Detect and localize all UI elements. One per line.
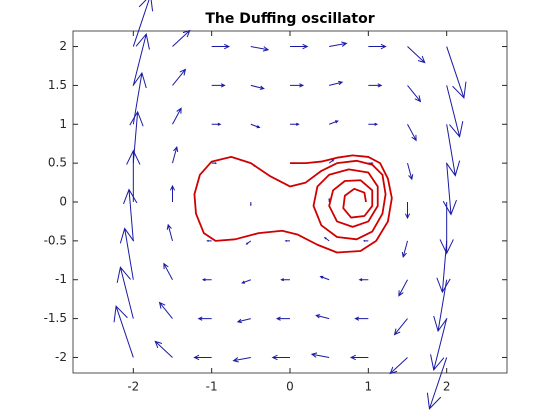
y-tick-label: 0.5: [48, 156, 67, 170]
quiver-arrow: [445, 124, 461, 177]
quiver-arrow: [349, 354, 369, 361]
x-tick-label: 2: [443, 380, 451, 394]
quiver-arrow: [358, 278, 369, 282]
quiver-arrow: [193, 354, 212, 361]
x-tick-label: 0: [286, 380, 294, 394]
y-tick-label: -1: [55, 272, 67, 286]
quiver-arrow: [368, 43, 387, 50]
quiver-arrow: [201, 278, 212, 282]
quiver-arrow: [280, 278, 290, 282]
quiver-arrow: [123, 188, 138, 241]
quiver-arrow: [113, 305, 134, 358]
quiver-arrow: [211, 162, 218, 165]
x-tick-label: 1: [365, 380, 373, 394]
quiver-arrow: [163, 262, 173, 280]
quiver-arrow: [271, 354, 290, 361]
quiver-arrow: [154, 340, 173, 358]
quiver-arrow: [439, 202, 454, 255]
y-tick-label: 1: [59, 117, 67, 131]
quiver-arrow: [241, 279, 252, 284]
quiver-arrow: [169, 184, 176, 202]
quiver-arrow: [323, 236, 330, 242]
quiver-arrow: [211, 83, 226, 88]
quiver-arrow: [407, 46, 426, 64]
quiver-arrow: [250, 46, 270, 52]
quiver-arrow: [404, 202, 411, 220]
quiver-arrow: [328, 197, 331, 202]
y-tick-label: 2: [59, 39, 67, 53]
quiver-arrow: [172, 29, 191, 47]
quiver-arrow: [407, 163, 414, 181]
quiver-arrow: [116, 266, 134, 319]
quiver-arrow: [328, 120, 339, 125]
quiver-arrow: [232, 356, 251, 363]
quiver-arrow: [172, 145, 179, 164]
quiver-arrow: [362, 239, 369, 242]
y-tick-label: -1.5: [44, 311, 67, 325]
quiver-arrow: [315, 314, 330, 320]
quiver-arrow: [250, 84, 265, 90]
quiver-arrow: [284, 239, 290, 242]
quiver-arrow: [132, 32, 150, 86]
quiver-arrow: [172, 68, 187, 86]
quiver-arrow: [319, 275, 330, 281]
quiver-arrow: [275, 316, 290, 321]
quiver-arrow: [132, 71, 147, 125]
quiver-arrow: [249, 202, 252, 207]
x-tick-label: -1: [206, 380, 218, 394]
quiver-arrow: [290, 122, 300, 126]
quiver-arrow: [236, 318, 251, 324]
quiver-arrow: [211, 122, 222, 126]
quiver-arrow: [442, 163, 457, 216]
quiver-arrow: [119, 227, 135, 280]
quiver-arrow: [430, 318, 448, 372]
quiver-arrow: [368, 83, 383, 88]
quiver-arrow: [407, 124, 417, 142]
quiver-arrow: [401, 240, 408, 259]
quiver-arrow: [436, 240, 451, 294]
y-tick-label: 1.5: [48, 78, 67, 92]
x-tick-label: -2: [127, 380, 139, 394]
quiver-arrow: [206, 239, 212, 242]
quiver-arrow: [398, 279, 408, 297]
quiver-arrow: [290, 83, 305, 88]
quiver-arrow: [446, 46, 467, 99]
trajectory: [193, 154, 393, 254]
quiver-arrow: [158, 301, 173, 319]
quiver-arrow: [446, 85, 464, 138]
quiver-arrow: [310, 352, 330, 358]
quiver-arrow: [172, 107, 182, 125]
quiver-arrow: [250, 123, 261, 129]
y-tick-label: -0.5: [44, 233, 67, 247]
quiver-arrow: [329, 80, 344, 86]
quiver-arrow: [329, 41, 348, 48]
quiver-arrow: [368, 122, 379, 126]
quiver-arrow: [166, 223, 173, 241]
y-tick-label: 0: [59, 195, 67, 209]
quiver-arrow: [393, 318, 408, 336]
quiver-arrow: [290, 43, 309, 50]
quiver-arrow: [211, 43, 231, 50]
quiver-arrow: [354, 316, 369, 321]
quiver-arrow: [129, 110, 144, 164]
quiver-arrow: [132, 0, 154, 47]
quiver-arrow: [389, 357, 408, 375]
quiver-arrow: [426, 357, 448, 410]
y-tick-label: -2: [55, 350, 67, 364]
quiver-arrow: [245, 240, 252, 245]
chart-title: The Duffing oscillator: [205, 11, 374, 27]
quiver-arrow: [407, 85, 422, 103]
quiver-arrow: [197, 316, 212, 321]
quiver-arrow: [328, 159, 335, 164]
